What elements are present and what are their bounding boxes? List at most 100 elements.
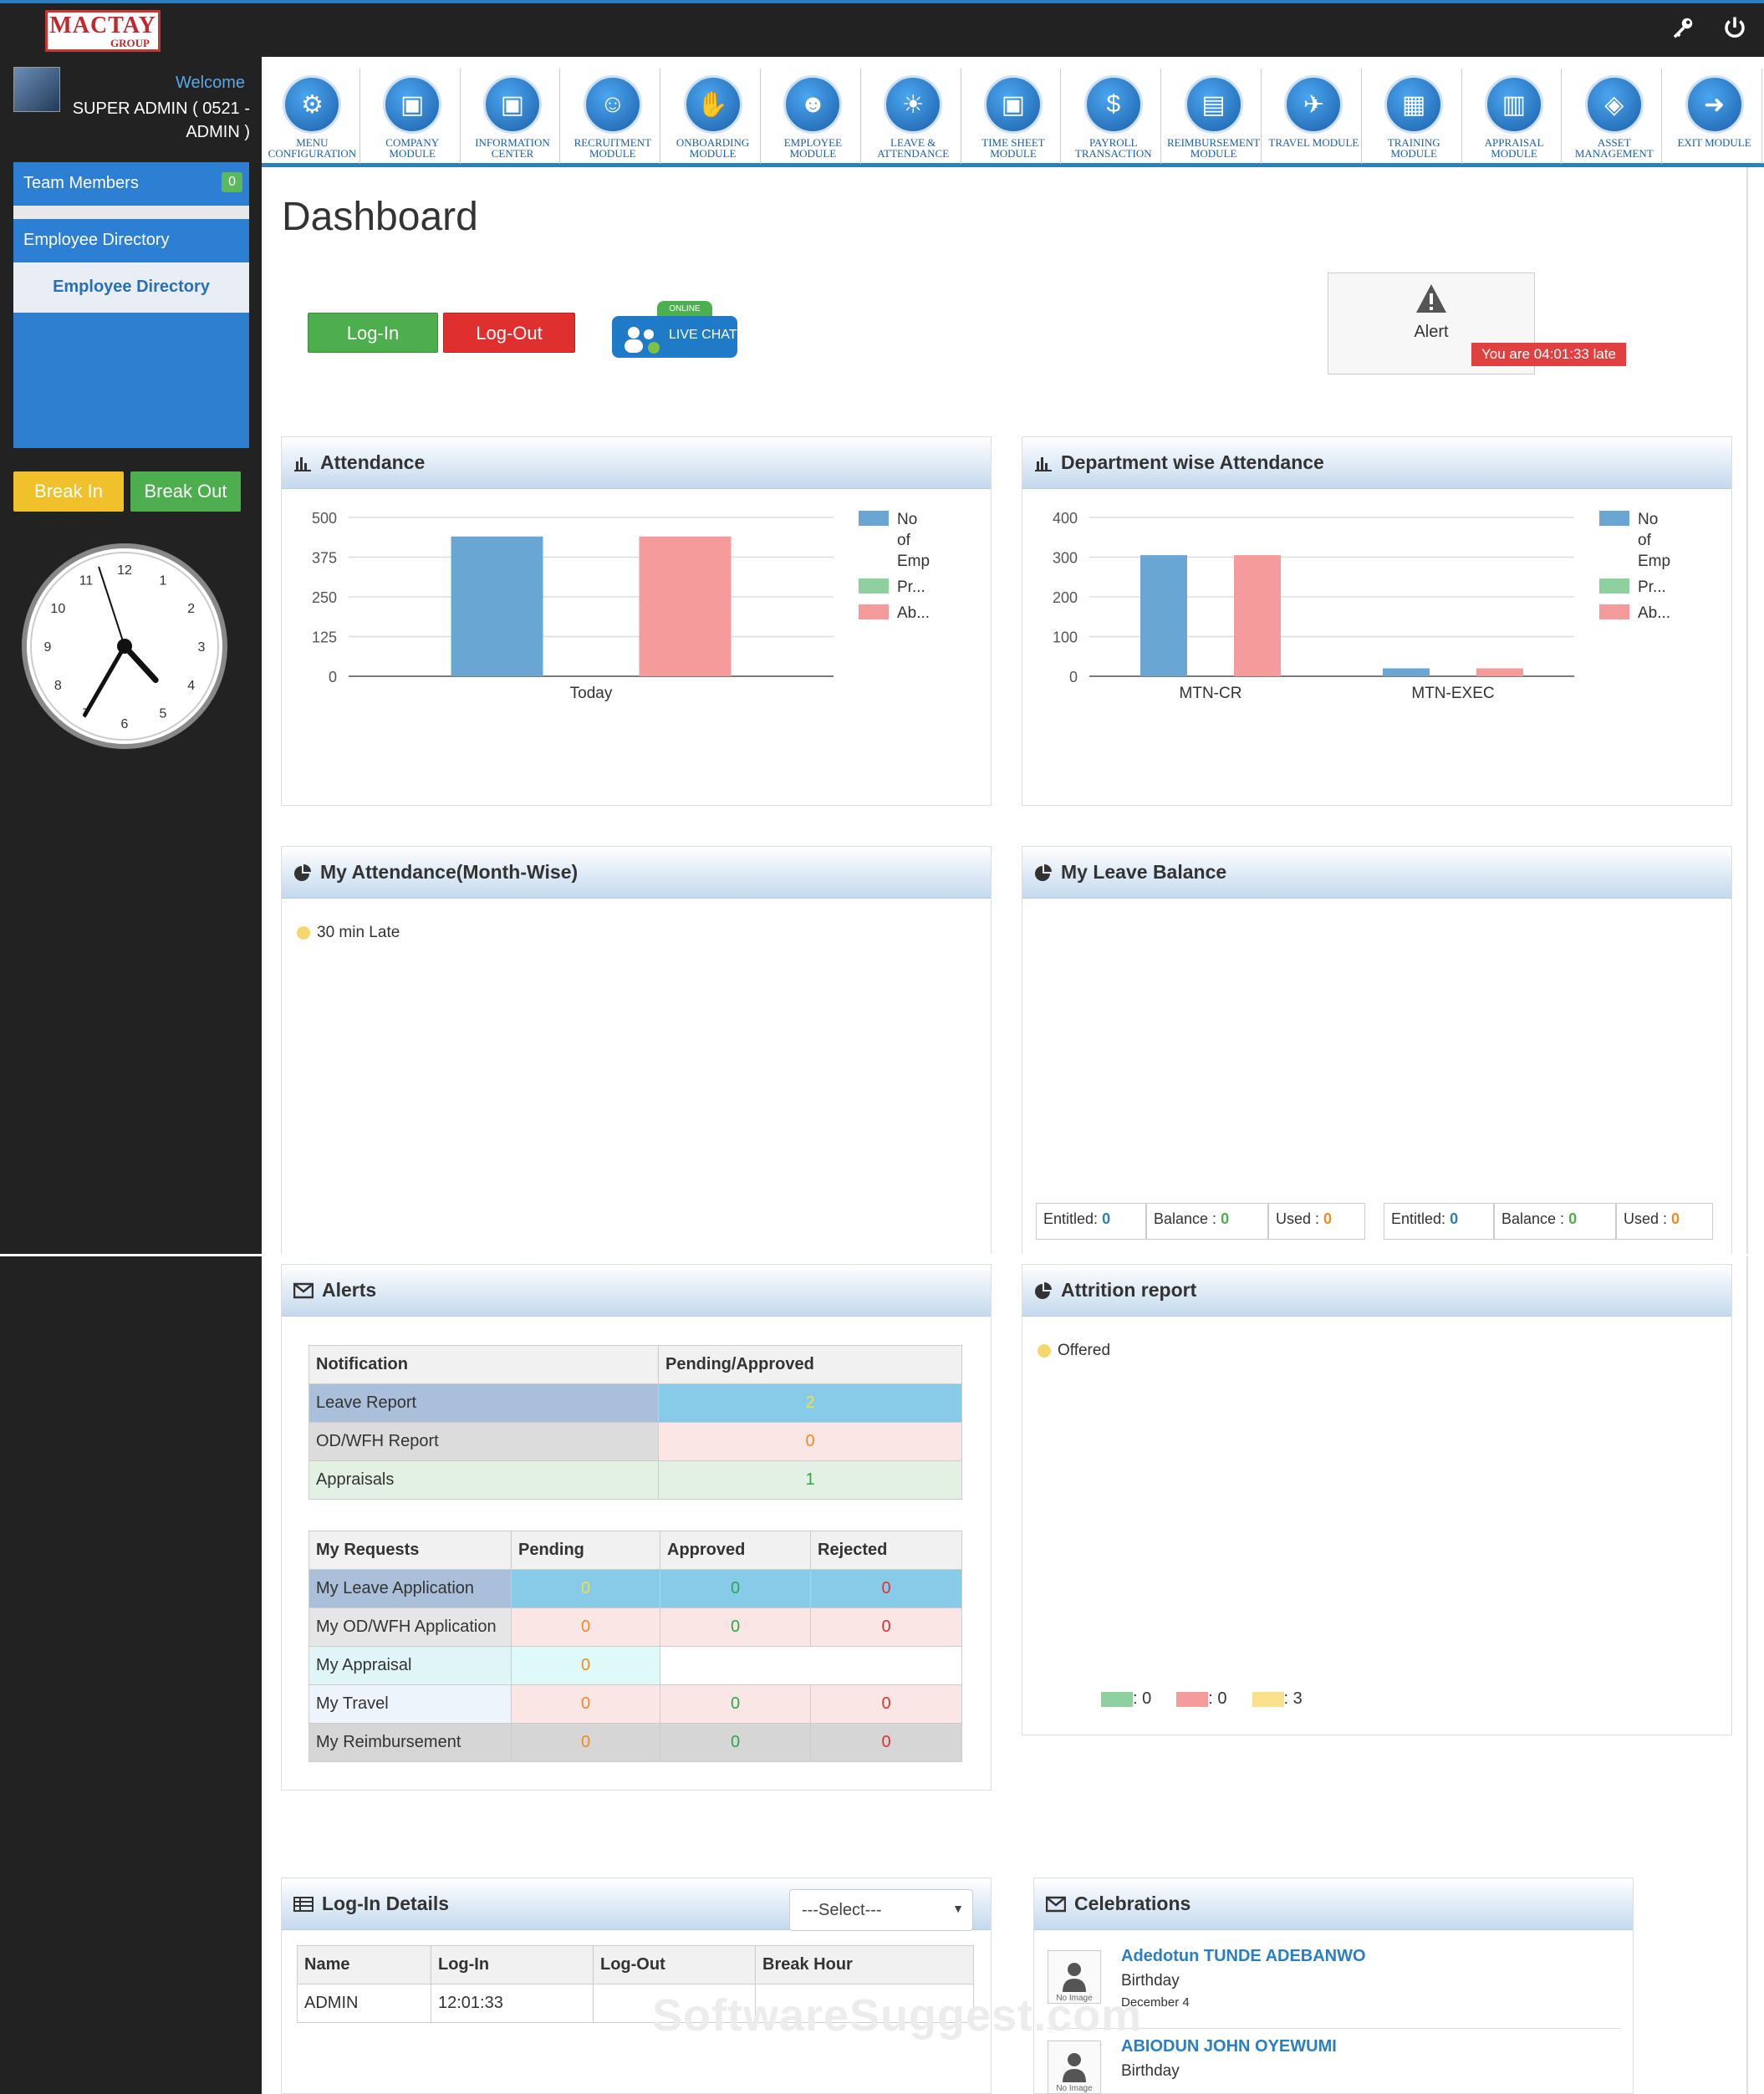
legend-label: of bbox=[897, 532, 911, 549]
celebration-item[interactable]: No Image ABIODUN JOHN OYEWUMI Birthday bbox=[1048, 2035, 1621, 2094]
module-employee-module[interactable]: ☻ Employee Module bbox=[766, 69, 861, 164]
approved-count[interactable]: 0 bbox=[660, 1723, 811, 1762]
plane-icon: ✈ bbox=[1284, 75, 1343, 134]
entitled-box: Entitled: 0 bbox=[1384, 1203, 1494, 1240]
notification-count[interactable]: 1 bbox=[658, 1460, 962, 1500]
table-row[interactable]: My Leave Application 0 0 0 bbox=[308, 1569, 962, 1608]
module-reimbursement-module[interactable]: ▤ Reimbursement Module bbox=[1166, 69, 1262, 164]
legend-swatch bbox=[297, 926, 310, 940]
logo-text: MACTAY bbox=[49, 12, 156, 38]
count-item: : 3 bbox=[1252, 1689, 1303, 1709]
rejected-count[interactable]: 0 bbox=[810, 1607, 962, 1647]
select-value: ---Select--- bbox=[802, 1901, 882, 1919]
approved-count[interactable]: 0 bbox=[660, 1607, 811, 1647]
count-item: : 0 bbox=[1101, 1689, 1151, 1709]
login-details-select[interactable]: ---Select--- ▼ bbox=[789, 1889, 973, 1931]
used-label: Used : bbox=[1276, 1210, 1320, 1227]
column-header: Pending bbox=[511, 1531, 660, 1570]
balance-value: 0 bbox=[1221, 1210, 1230, 1227]
wallet-icon: ▤ bbox=[1184, 75, 1243, 134]
module-payroll-transaction[interactable]: $ Payroll Transaction bbox=[1066, 69, 1162, 164]
sidebar-item-employee-directory[interactable]: Employee Directory bbox=[13, 219, 249, 262]
column-header: Approved bbox=[660, 1531, 811, 1570]
scrollbar[interactable] bbox=[1746, 167, 1764, 2094]
legend-label: Offered bbox=[1058, 1342, 1111, 1359]
rejected-count[interactable]: 0 bbox=[810, 1569, 962, 1608]
chart-legend: 30 min Late bbox=[297, 924, 400, 942]
module-label: Training Module bbox=[1387, 136, 1440, 160]
y-tick-label: 125 bbox=[312, 629, 337, 646]
panel-header: Attendance bbox=[282, 437, 991, 489]
column-header: Log-In bbox=[431, 1945, 594, 1984]
approved-count[interactable]: 0 bbox=[660, 1684, 811, 1724]
x-tick-label: MTN-EXEC bbox=[1411, 685, 1494, 702]
pending-count[interactable]: 0 bbox=[511, 1607, 660, 1647]
legend-label: Pr... bbox=[1638, 578, 1666, 596]
rejected-count[interactable]: 0 bbox=[810, 1723, 962, 1762]
users-icon bbox=[625, 327, 660, 354]
legend-label: of bbox=[1638, 532, 1652, 549]
module-information-center[interactable]: ▣ Information Center bbox=[466, 69, 561, 164]
rejected-count[interactable]: 0 bbox=[810, 1684, 962, 1724]
legend-swatch bbox=[1252, 1691, 1284, 1707]
celebrant-name[interactable]: ABIODUN JOHN OYEWUMI bbox=[1121, 2037, 1337, 2056]
power-icon[interactable] bbox=[1722, 15, 1751, 43]
table-row[interactable]: My Reimbursement 0 0 0 bbox=[308, 1723, 962, 1762]
module-exit-module[interactable]: ➜ Exit Module bbox=[1667, 69, 1762, 164]
notification-count[interactable]: 0 bbox=[658, 1422, 962, 1461]
clock-second-hand bbox=[98, 566, 125, 647]
sidebar-divider bbox=[13, 206, 249, 219]
company-logo[interactable]: MACTAY GROUP bbox=[45, 10, 161, 52]
table-row[interactable]: OD/WFH Report 0 bbox=[308, 1422, 962, 1461]
sidebar-subitem-employee-directory[interactable]: Employee Directory bbox=[13, 262, 249, 313]
module-onboarding-module[interactable]: ✋ Onboarding Module bbox=[665, 69, 761, 164]
pending-count[interactable]: 0 bbox=[511, 1684, 660, 1724]
break-in-button[interactable]: Break In bbox=[13, 471, 124, 512]
request-name: My Leave Application bbox=[308, 1569, 512, 1608]
module-training-module[interactable]: ▦ Training Module bbox=[1367, 69, 1462, 164]
notification-name: OD/WFH Report bbox=[308, 1422, 659, 1461]
live-chat-button[interactable]: ONLINE LIVE CHAT bbox=[612, 301, 742, 368]
approved-count[interactable]: 0 bbox=[660, 1569, 811, 1608]
celebration-date: December 4 bbox=[1121, 1995, 1190, 2010]
notification-count[interactable]: 2 bbox=[658, 1383, 962, 1423]
celebrant-name[interactable]: Adedotun TUNDE ADEBANWO bbox=[1121, 1947, 1366, 1965]
attendance-panel: Attendance 0 125 250 375 500 Today No of Emp Pr..… bbox=[281, 436, 992, 806]
logout-button[interactable]: Log-Out bbox=[443, 313, 575, 353]
pending-count[interactable]: 0 bbox=[511, 1569, 660, 1608]
module-company-module[interactable]: ▣ Company Module bbox=[365, 69, 461, 164]
module-time-sheet-module[interactable]: ▣ Time Sheet Module bbox=[966, 69, 1062, 164]
break-hour-cell bbox=[755, 1984, 974, 2023]
module-recruitment-module[interactable]: ☺ Recruitment Module bbox=[565, 69, 661, 164]
login-details-table: Name Log-In Log-Out Break Hour ADMIN 12:… bbox=[297, 1945, 974, 2023]
legend-label: Emp bbox=[897, 553, 930, 570]
sidebar-item-team-members[interactable]: Team Members 0 bbox=[13, 162, 249, 206]
celebration-item[interactable]: No Image Adedotun TUNDE ADEBANWO Birthda… bbox=[1048, 1945, 1621, 2029]
table-row[interactable]: Leave Report 2 bbox=[308, 1383, 962, 1423]
celebrations-panel: Celebrations No Image Adedotun TUNDE ADE… bbox=[1033, 1877, 1634, 2094]
table-row[interactable]: My OD/WFH Application 0 0 0 bbox=[308, 1607, 962, 1647]
module-menu-configuration[interactable]: ⚙ Menu Configuration bbox=[265, 69, 360, 164]
user-avatar[interactable] bbox=[13, 67, 60, 112]
module-asset-management[interactable]: ◈ Asset Management bbox=[1567, 69, 1663, 164]
pending-count[interactable]: 0 bbox=[511, 1646, 660, 1685]
attrition-counts: : 0 : 0 : 3 bbox=[1101, 1689, 1303, 1709]
request-name: My Travel bbox=[308, 1684, 512, 1724]
login-button[interactable]: Log-In bbox=[308, 313, 438, 353]
module-appraisal-module[interactable]: ▥ Appraisal Module bbox=[1467, 69, 1563, 164]
break-out-button[interactable]: Break Out bbox=[130, 471, 241, 512]
module-travel-module[interactable]: ✈ Travel Module bbox=[1267, 69, 1362, 164]
panel-title: Attrition report bbox=[1061, 1279, 1197, 1301]
pending-count[interactable]: 0 bbox=[511, 1723, 660, 1762]
table-row[interactable]: My Appraisal 0 bbox=[308, 1646, 962, 1685]
panel-header: Attrition report bbox=[1022, 1265, 1731, 1317]
key-icon[interactable] bbox=[1670, 15, 1699, 43]
table-row[interactable]: My Travel 0 0 0 bbox=[308, 1684, 962, 1724]
person-icon bbox=[1063, 2053, 1086, 2082]
alert-label: Alert bbox=[1414, 323, 1449, 341]
celebration-event: Birthday bbox=[1121, 2062, 1180, 2080]
table-row[interactable]: Appraisals 1 bbox=[308, 1460, 962, 1500]
module-leave-attendance[interactable]: ☀ Leave & Attendance bbox=[866, 69, 961, 164]
alert-card[interactable]: Alert bbox=[1328, 273, 1535, 374]
notification-name: Appraisals bbox=[308, 1460, 659, 1500]
